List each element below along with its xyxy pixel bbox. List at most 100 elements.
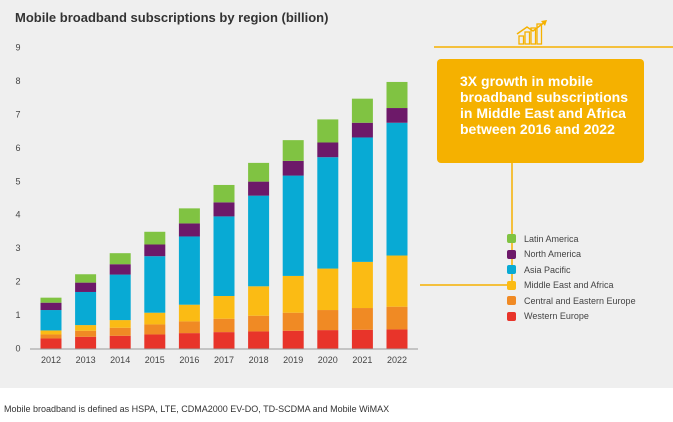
bar-segment [40, 334, 62, 339]
bar-segment [386, 108, 408, 123]
callout-line: broadband subscriptions [460, 89, 629, 105]
y-tick-label: 5 [15, 176, 20, 186]
legend-label: Western Europe [524, 311, 589, 322]
bar-segment [75, 325, 97, 331]
bar-segment [109, 335, 131, 349]
legend-swatch [507, 234, 516, 244]
bar-segment [282, 160, 304, 176]
y-tick-label: 3 [15, 243, 20, 253]
bar-segment [386, 255, 408, 307]
bar-segment [351, 137, 373, 262]
bar-segment [351, 98, 373, 123]
bar-segment [109, 253, 131, 265]
legend-swatch [507, 311, 516, 321]
x-tick-label: 2020 [318, 355, 338, 365]
bar-segment [248, 195, 270, 287]
bar-segment [144, 244, 166, 257]
bar-segment [178, 333, 200, 349]
callout-line: 3X growth in mobile [460, 73, 594, 89]
x-tick-label: 2016 [179, 355, 199, 365]
legend-item-latin-america: Latin America [507, 231, 636, 247]
bar-segment [75, 282, 97, 292]
bar-segment [144, 256, 166, 313]
bar-segment [213, 332, 235, 349]
bar-segment [248, 181, 270, 196]
bar-segment [213, 318, 235, 333]
legend-swatch [507, 296, 516, 306]
bar-segment [282, 312, 304, 331]
icon-bar [536, 23, 543, 45]
bar-segment [317, 310, 339, 331]
x-tick-label: 2017 [214, 355, 234, 365]
bar-segment [386, 329, 408, 349]
callout-line: in Middle East and Africa [460, 105, 626, 121]
icon-arrow-head [541, 20, 547, 26]
legend-item-western-europe: Western Europe [507, 309, 636, 325]
y-tick-label: 6 [15, 143, 20, 153]
legend-label: Asia Pacific [524, 264, 571, 275]
bar-segment [317, 330, 339, 349]
bar-segment [351, 308, 373, 330]
bar-segment [144, 324, 166, 335]
x-tick-label: 2015 [145, 355, 165, 365]
bar-segment [144, 231, 166, 245]
bar-segment [213, 295, 235, 319]
bar-segment [40, 338, 62, 349]
x-tick-label: 2019 [283, 355, 303, 365]
bar-segment [40, 302, 62, 311]
bar-segment [178, 304, 200, 322]
chart-title: Mobile broadband subscriptions by region… [15, 10, 329, 25]
bar-segment [75, 291, 97, 326]
y-tick-label: 8 [15, 76, 20, 86]
x-tick-label: 2022 [387, 355, 407, 365]
x-axis: 2012 2013 2014 2015 2016 2017 2018 2019 2020 2021… [41, 355, 407, 365]
legend-swatch [507, 265, 516, 275]
bar-segment [386, 122, 408, 256]
bar-segment [109, 274, 131, 321]
y-tick-label: 4 [15, 210, 20, 220]
bar-segment [178, 223, 200, 237]
legend-label: Latin America [524, 233, 579, 244]
bar-segment [40, 310, 62, 331]
legend: Latin America North America Asia Pacific… [507, 231, 636, 324]
y-tick-label: 2 [15, 277, 20, 287]
bars [40, 81, 408, 349]
bar-segment [386, 81, 408, 109]
bar-segment [75, 336, 97, 349]
footnote: Mobile broadband is defined as HSPA, LTE… [4, 404, 390, 414]
bar-segment [282, 140, 304, 161]
bar-segment [317, 268, 339, 311]
legend-label: Central and Eastern Europe [524, 295, 636, 306]
bar-segment [178, 208, 200, 224]
bar-segment [109, 264, 131, 275]
legend-label: Middle East and Africa [524, 280, 614, 291]
bar-segment [351, 261, 373, 309]
bar-segment [75, 274, 97, 283]
legend-swatch [507, 280, 516, 290]
bar-segment [109, 327, 131, 336]
legend-label: North America [524, 249, 582, 260]
icon-bar [518, 35, 525, 45]
bar-segment [109, 320, 131, 328]
x-tick-label: 2013 [76, 355, 96, 365]
y-tick-label: 0 [15, 344, 20, 354]
bar-segment [248, 315, 270, 332]
bar-segment [144, 312, 166, 325]
y-tick-label: 9 [15, 43, 20, 53]
connector-line [420, 163, 513, 286]
bar-segment [213, 216, 235, 296]
bar-segment [75, 330, 97, 337]
callout-box: 3X growth in mobile broadband subscripti… [437, 59, 644, 163]
bar-segment [351, 122, 373, 138]
bar-segment [282, 175, 304, 276]
bar-segment [282, 275, 304, 313]
bar-segment [144, 334, 166, 349]
y-tick-label: 7 [15, 109, 20, 119]
legend-item-north-america: North America [507, 247, 636, 263]
x-tick-label: 2018 [249, 355, 269, 365]
bar-segment [213, 184, 235, 203]
icon-bar [530, 27, 537, 45]
legend-swatch [507, 249, 516, 259]
y-axis: 0 1 2 3 4 5 6 7 8 9 [15, 43, 20, 354]
